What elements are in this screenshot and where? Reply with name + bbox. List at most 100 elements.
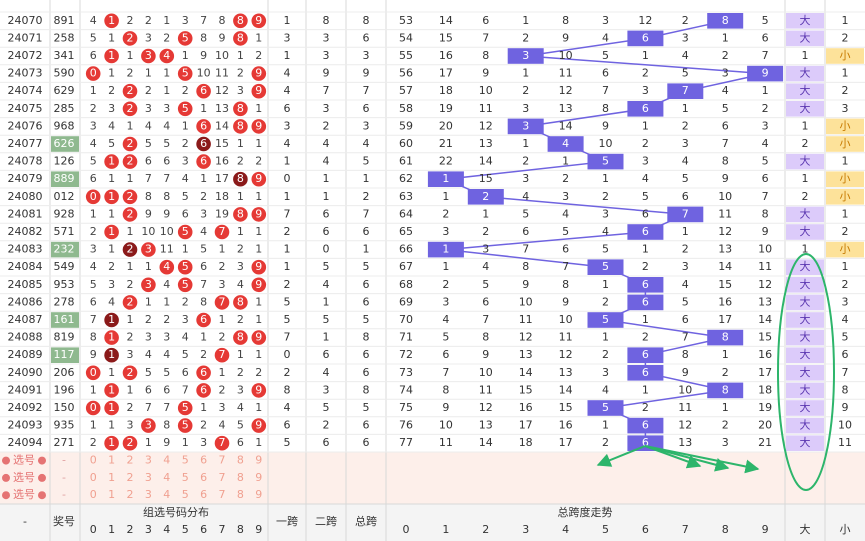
dist-cell: 7 xyxy=(200,278,207,291)
pick-digit[interactable]: 4 xyxy=(163,471,170,484)
number-ball xyxy=(251,13,267,29)
pick-digit[interactable]: 7 xyxy=(219,454,226,467)
pick-digit[interactable]: 8 xyxy=(237,488,244,501)
pick-digit[interactable]: 8 xyxy=(237,454,244,467)
dist-cell: 5 xyxy=(182,348,189,361)
dist-cell: 2 xyxy=(163,31,170,44)
trend-cell: 4 xyxy=(522,190,529,203)
dist-cell: 2 xyxy=(127,366,134,379)
small-cell: 小 xyxy=(840,172,851,185)
trend-cell: 1 xyxy=(442,172,449,185)
dist-cell: 7 xyxy=(182,383,189,396)
pick-digit[interactable]: 9 xyxy=(255,454,262,467)
trend-cell: 17 xyxy=(439,67,453,80)
big-cell: 大 xyxy=(800,365,811,379)
pick-digit[interactable]: 3 xyxy=(145,471,152,484)
pick-digit[interactable]: 8 xyxy=(237,471,244,484)
pick-digit[interactable]: 6 xyxy=(200,454,207,467)
dist-cell: 3 xyxy=(182,313,189,326)
trend-cell: 5 xyxy=(562,225,569,238)
pick-digit[interactable]: 0 xyxy=(90,488,97,501)
pick-digit[interactable]: 2 xyxy=(127,471,134,484)
footer-trend-digit: 4 xyxy=(562,523,569,536)
pick-digit[interactable]: 3 xyxy=(145,488,152,501)
trend-cell: 2 xyxy=(642,137,649,150)
span-hit xyxy=(587,153,624,170)
trend-cell: 16 xyxy=(559,419,573,432)
pick-plus xyxy=(2,491,10,500)
trend-cell: 5 xyxy=(682,67,689,80)
pick-digit[interactable]: 3 xyxy=(145,454,152,467)
big-cell: 大 xyxy=(800,30,811,44)
pick-button[interactable]: 选号 xyxy=(13,454,35,467)
big-hit xyxy=(786,382,824,399)
pick-digit[interactable]: 5 xyxy=(182,488,189,501)
dist-cell: 1 xyxy=(200,401,207,414)
trend-cell: 8 xyxy=(722,155,729,168)
trend-cell: 15 xyxy=(519,383,533,396)
pick-minus xyxy=(38,456,46,465)
pick-button[interactable]: 选号 xyxy=(13,488,35,501)
span2-value: 8 xyxy=(323,14,330,27)
trend-cell: 9 xyxy=(482,348,489,361)
pick-digit[interactable]: 4 xyxy=(163,454,170,467)
number-ball xyxy=(214,295,230,310)
pick-digit[interactable]: 7 xyxy=(219,471,226,484)
big-cell: 大 xyxy=(800,224,811,238)
dist-cell: 3 xyxy=(145,278,152,291)
dist-cell: 5 xyxy=(90,278,97,291)
dist-cell: 9 xyxy=(145,207,152,220)
span2-value: 6 xyxy=(323,348,330,361)
pick-digit[interactable]: 0 xyxy=(90,471,97,484)
small-cell: 小 xyxy=(840,119,851,132)
pick-digit[interactable]: 5 xyxy=(182,454,189,467)
trend-cell: 4 xyxy=(562,207,569,220)
dist-cell: 6 xyxy=(200,313,207,326)
pick-digit[interactable]: 9 xyxy=(255,488,262,501)
trend-cell: 3 xyxy=(442,295,449,308)
small-cell: 11 xyxy=(838,436,852,449)
trend-cell: 57 xyxy=(399,84,413,97)
number-ball xyxy=(104,435,119,451)
pick-digit[interactable]: 1 xyxy=(108,454,115,467)
pick-digit[interactable]: 1 xyxy=(108,488,115,501)
dist-cell: 6 xyxy=(200,119,207,132)
pick-digit[interactable]: 4 xyxy=(163,488,170,501)
dist-cell: 1 xyxy=(127,383,134,396)
trend-cell: 13 xyxy=(519,348,533,361)
trend-cell: 2 xyxy=(602,190,609,203)
trend-cell: 1 xyxy=(642,243,649,256)
dist-cell: 1 xyxy=(200,172,207,185)
pick-digit[interactable]: 6 xyxy=(200,488,207,501)
span-value: 6 xyxy=(363,225,370,238)
pick-digit[interactable]: 6 xyxy=(200,471,207,484)
dist-cell: 2 xyxy=(237,155,244,168)
pick-digit[interactable]: 2 xyxy=(127,454,134,467)
pick-digit[interactable]: 9 xyxy=(255,471,262,484)
trend-cell: 15 xyxy=(479,172,493,185)
trend-cell: 13 xyxy=(479,419,493,432)
pick-digit[interactable]: 1 xyxy=(108,471,115,484)
pick-digit[interactable]: 2 xyxy=(127,488,134,501)
draw-number: 935 xyxy=(54,419,75,432)
trend-cell: 1 xyxy=(682,102,689,115)
number-ball xyxy=(251,171,267,187)
big-cell: 大 xyxy=(800,206,811,220)
pick-digit[interactable]: 0 xyxy=(90,454,97,467)
dist-cell: 1 xyxy=(90,207,97,220)
footer-trend-digit: 7 xyxy=(682,523,689,536)
pick-digit[interactable]: 5 xyxy=(182,471,189,484)
number-ball xyxy=(122,189,138,205)
period: 24078 xyxy=(8,155,43,168)
dist-cell: 3 xyxy=(200,436,207,449)
pick-button[interactable]: 选号 xyxy=(13,471,35,484)
footer-trend-digit: 6 xyxy=(642,523,649,536)
dist-cell: 10 xyxy=(215,49,229,62)
footer-trend-digit: 0 xyxy=(403,523,410,536)
dist-cell: 5 xyxy=(182,31,189,44)
period: 24080 xyxy=(8,190,43,203)
pick-digit[interactable]: 7 xyxy=(219,488,226,501)
number-ball xyxy=(177,418,193,433)
number-ball xyxy=(196,136,211,152)
trend-cell: 3 xyxy=(602,14,609,27)
